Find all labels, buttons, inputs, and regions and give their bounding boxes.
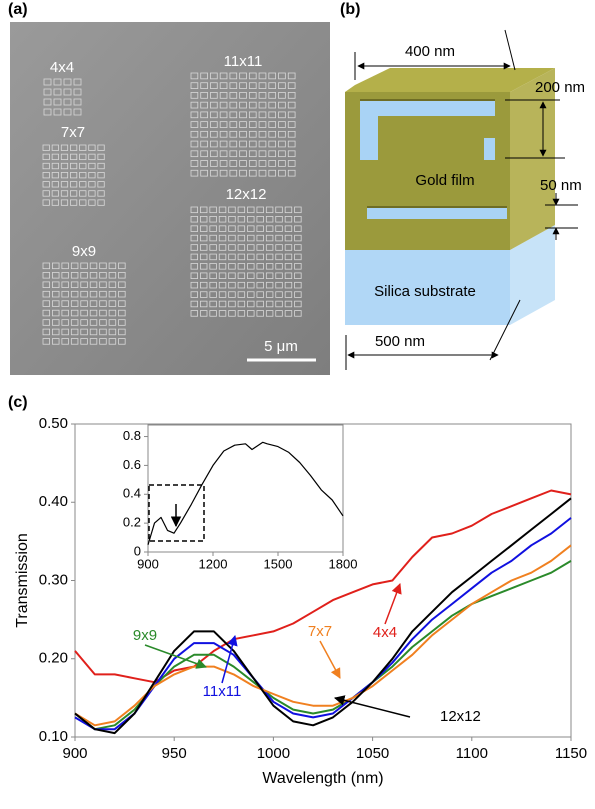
y-tick-label: 0.6 — [123, 457, 141, 472]
scale-bar-label: 5 μm — [264, 338, 298, 355]
figure: (a) 4x4 11x11 7x7 12x12 9x9 5 μm (b) 400… — [0, 0, 595, 804]
x-tick-label: 1800 — [329, 556, 358, 571]
x-tick-label: 1050 — [356, 745, 389, 762]
material-label: Gold film — [415, 172, 474, 189]
annotation-arrow — [320, 641, 340, 678]
y-tick-label: 0.30 — [39, 571, 68, 588]
panel-label: (a) — [8, 1, 28, 18]
dimension-label: 400 nm — [405, 43, 455, 60]
x-tick-label: 900 — [62, 745, 87, 762]
series-label: 7x7 — [308, 623, 332, 640]
dimension-label: 200 nm — [535, 79, 585, 96]
series-label: 12x12 — [440, 708, 481, 725]
x-tick-label: 900 — [137, 556, 159, 571]
panel-label: (b) — [340, 1, 360, 18]
x-tick-label: 950 — [162, 745, 187, 762]
dimension-label: 500 nm — [375, 333, 425, 350]
y-tick-label: 0.50 — [39, 415, 68, 432]
array-label: 4x4 — [50, 59, 74, 76]
panel-label: (c) — [8, 394, 28, 411]
y-tick-label: 0.20 — [39, 650, 68, 667]
y-tick-label: 0.2 — [123, 515, 141, 530]
array-label: 11x11 — [224, 53, 263, 70]
series-label: 11x11 — [203, 683, 242, 700]
series-label: 9x9 — [133, 627, 157, 644]
y-tick-label: 0.10 — [39, 728, 68, 745]
x-tick-label: 1500 — [264, 556, 293, 571]
y-axis-label: Transmission — [14, 533, 31, 628]
material-label: Silica substrate — [374, 283, 476, 300]
x-axis-label: Wavelength (nm) — [262, 770, 383, 787]
y-tick-label: 0.8 — [123, 428, 141, 443]
array-label: 7x7 — [61, 124, 85, 141]
x-tick-label: 1000 — [257, 745, 290, 762]
x-tick-label: 1100 — [456, 745, 488, 762]
annotation-arrow — [385, 584, 400, 624]
y-tick-label: 0.4 — [123, 486, 141, 501]
array-label: 12x12 — [226, 186, 267, 203]
x-tick-label: 1200 — [199, 556, 228, 571]
array-label: 9x9 — [72, 243, 96, 260]
x-tick-label: 1150 — [555, 745, 587, 762]
dimension-label: 50 nm — [540, 177, 582, 194]
y-tick-label: 0.40 — [39, 493, 68, 510]
series-label: 4x4 — [373, 624, 397, 641]
y-tick-label: 0 — [134, 543, 141, 558]
